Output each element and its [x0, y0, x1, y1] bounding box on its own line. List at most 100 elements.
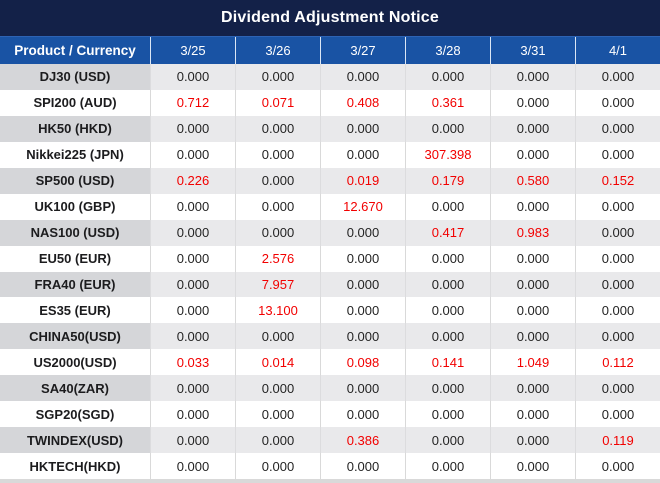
dividend-value-cell: 0.983	[490, 219, 575, 246]
product-label: Nikkei225 (JPN)	[0, 141, 150, 168]
dividend-value-cell: 0.119	[575, 427, 660, 454]
table-header-row: Product / Currency 3/25 3/26 3/27 3/28 3/31 4/…	[0, 36, 660, 64]
dividend-value-cell: 0.000	[320, 323, 405, 350]
dividend-value-cell: 1.049	[490, 349, 575, 376]
dividend-value-cell: 0.000	[490, 375, 575, 402]
dividend-value-cell: 0.000	[575, 401, 660, 428]
dividend-value-cell: 12.670	[320, 193, 405, 220]
table-row: DJ30 (USD) 0.000 0.000 0.000 0.000 0.000 0.000	[0, 64, 660, 90]
product-label: ES35 (EUR)	[0, 297, 150, 324]
dividend-value-cell: 0.000	[405, 245, 490, 272]
dividend-value-cell: 0.000	[235, 375, 320, 402]
table-row: SA40(ZAR) 0.000 0.000 0.000 0.000 0.000 0.000	[0, 375, 660, 402]
dividend-value-cell: 0.000	[235, 115, 320, 142]
dividend-value-cell: 0.361	[405, 89, 490, 116]
dividend-value-cell: 0.000	[490, 141, 575, 168]
dividend-value-cell: 0.386	[320, 427, 405, 454]
header-date-4-1: 4/1	[575, 37, 660, 64]
dividend-value-cell: 0.000	[490, 297, 575, 324]
dividend-value-cell: 0.000	[405, 401, 490, 428]
dividend-value-cell: 0.000	[575, 323, 660, 350]
dividend-value-cell: 0.417	[405, 219, 490, 246]
dividend-value-cell: 0.000	[235, 401, 320, 428]
dividend-value-cell: 0.000	[490, 89, 575, 116]
dividend-value-cell: 0.000	[490, 453, 575, 479]
dividend-value-cell: 0.000	[150, 453, 235, 479]
dividend-value-cell: 0.000	[405, 193, 490, 220]
dividend-value-cell: 0.000	[575, 453, 660, 479]
dividend-value-cell: 0.033	[150, 349, 235, 376]
dividend-value-cell: 7.957	[235, 271, 320, 298]
dividend-value-cell: 2.576	[235, 245, 320, 272]
table-row: EU50 (EUR) 0.000 2.576 0.000 0.000 0.000 0.000	[0, 245, 660, 272]
dividend-value-cell: 13.100	[235, 297, 320, 324]
dividend-value-cell: 0.000	[150, 323, 235, 350]
dividend-value-cell: 0.000	[320, 141, 405, 168]
dividend-value-cell: 0.014	[235, 349, 320, 376]
dividend-value-cell: 0.000	[575, 219, 660, 246]
product-label: DJ30 (USD)	[0, 64, 150, 90]
dividend-value-cell: 0.000	[150, 271, 235, 298]
dividend-value-cell: 0.000	[405, 64, 490, 90]
dividend-value-cell: 0.000	[320, 219, 405, 246]
product-label: US2000(USD)	[0, 349, 150, 376]
dividend-value-cell: 0.000	[235, 64, 320, 90]
dividend-value-cell: 0.000	[405, 297, 490, 324]
dividend-value-cell: 0.000	[575, 297, 660, 324]
dividend-value-cell: 0.000	[490, 401, 575, 428]
dividend-value-cell: 0.000	[150, 401, 235, 428]
dividend-value-cell: 0.141	[405, 349, 490, 376]
dividend-value-cell: 0.000	[405, 427, 490, 454]
dividend-value-cell: 0.000	[575, 271, 660, 298]
dividend-value-cell: 0.712	[150, 89, 235, 116]
dividend-value-cell: 0.000	[150, 115, 235, 142]
dividend-value-cell: 0.000	[575, 245, 660, 272]
dividend-value-cell: 0.000	[405, 271, 490, 298]
dividend-value-cell: 0.000	[490, 193, 575, 220]
dividend-value-cell: 0.098	[320, 349, 405, 376]
dividend-value-cell: 0.000	[150, 193, 235, 220]
dividend-value-cell: 0.000	[235, 323, 320, 350]
dividend-value-cell: 0.000	[405, 115, 490, 142]
product-label: TWINDEX(USD)	[0, 427, 150, 454]
table-row: US2000(USD) 0.033 0.014 0.098 0.141 1.049 0.11…	[0, 349, 660, 376]
dividend-value-cell: 0.071	[235, 89, 320, 116]
product-label: CHINA50(USD)	[0, 323, 150, 350]
dividend-value-cell: 0.000	[575, 89, 660, 116]
product-label: NAS100 (USD)	[0, 219, 150, 246]
table-row: TWINDEX(USD) 0.000 0.000 0.386 0.000 0.000 0.1…	[0, 427, 660, 454]
dividend-value-cell: 0.112	[575, 349, 660, 376]
header-date-3-28: 3/28	[405, 37, 490, 64]
dividend-value-cell: 0.000	[575, 64, 660, 90]
table-body: DJ30 (USD) 0.000 0.000 0.000 0.000 0.000 0.000…	[0, 64, 660, 479]
dividend-value-cell: 0.000	[150, 297, 235, 324]
table-row: UK100 (GBP) 0.000 0.000 12.670 0.000 0.000 0.0…	[0, 193, 660, 220]
dividend-value-cell: 0.226	[150, 167, 235, 194]
dividend-value-cell: 0.000	[320, 64, 405, 90]
page-title: Dividend Adjustment Notice	[0, 0, 660, 36]
dividend-value-cell: 0.000	[575, 193, 660, 220]
product-label: SA40(ZAR)	[0, 375, 150, 402]
table-row: SP500 (USD) 0.226 0.000 0.019 0.179 0.580 0.15…	[0, 167, 660, 194]
dividend-value-cell: 0.000	[320, 453, 405, 479]
table-row: HKTECH(HKD) 0.000 0.000 0.000 0.000 0.000 0.00…	[0, 453, 660, 479]
dividend-value-cell: 0.000	[490, 115, 575, 142]
dividend-value-cell: 0.000	[235, 141, 320, 168]
product-label: FRA40 (EUR)	[0, 271, 150, 298]
dividend-value-cell: 0.000	[490, 245, 575, 272]
dividend-value-cell: 0.000	[235, 167, 320, 194]
dividend-value-cell: 0.019	[320, 167, 405, 194]
dividend-value-cell: 0.000	[490, 271, 575, 298]
dividend-value-cell: 0.179	[405, 167, 490, 194]
dividend-value-cell: 0.000	[405, 453, 490, 479]
dividend-value-cell: 0.000	[575, 375, 660, 402]
dividend-value-cell: 0.408	[320, 89, 405, 116]
page-title-text: Dividend Adjustment Notice	[221, 9, 439, 26]
dividend-value-cell: 0.152	[575, 167, 660, 194]
product-label: SGP20(SGD)	[0, 401, 150, 428]
table-row: FRA40 (EUR) 0.000 7.957 0.000 0.000 0.000 0.00…	[0, 271, 660, 298]
product-label: UK100 (GBP)	[0, 193, 150, 220]
table-row: Nikkei225 (JPN) 0.000 0.000 0.000 307.398 0.0…	[0, 141, 660, 168]
dividend-value-cell: 0.000	[150, 64, 235, 90]
